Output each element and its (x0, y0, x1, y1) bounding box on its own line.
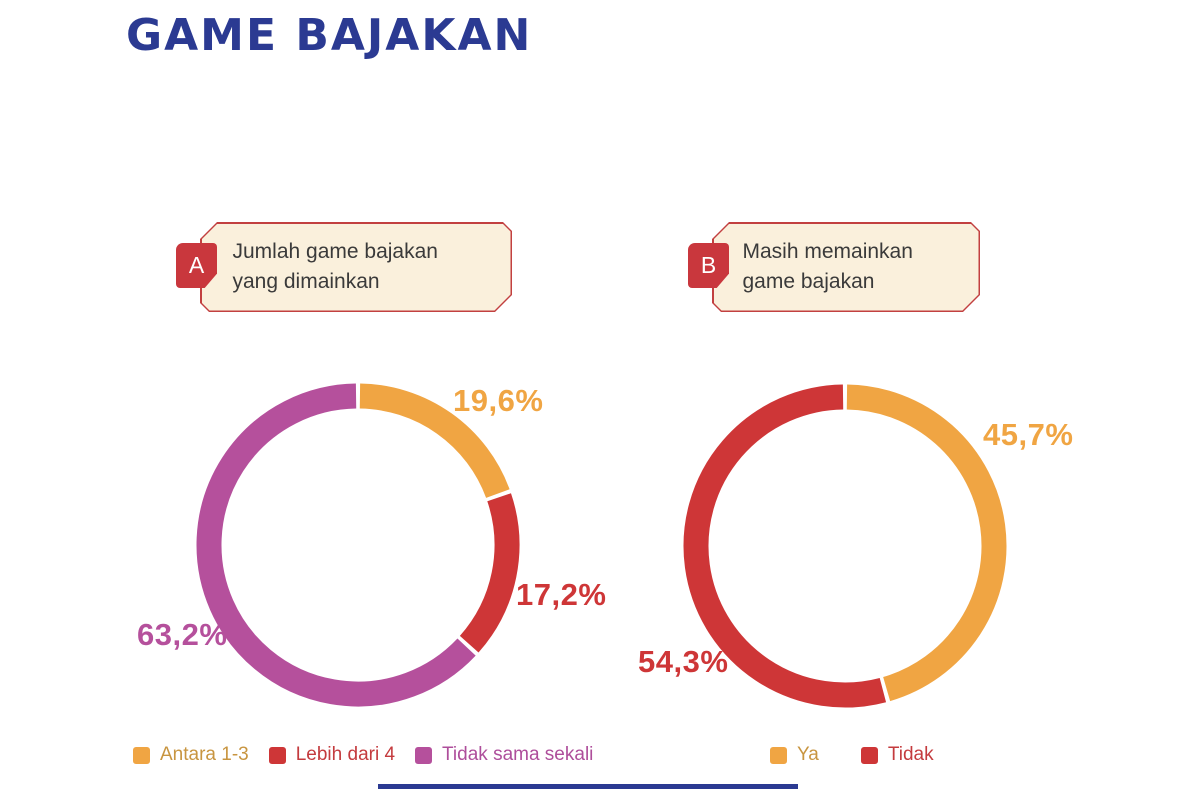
legend-label-tidak: Tidak (887, 744, 934, 765)
legend-chart-a: Antara 1-3 Lebih dari 4 Tidak sama sekal… (133, 744, 593, 766)
legend-swatch-tidak-sama-sekali (415, 746, 433, 764)
chart-a-value-lebih: 17,2% (516, 577, 607, 612)
legend-swatch-antara (133, 746, 150, 764)
donut-segment-tidak-sama-sekali (196, 383, 476, 707)
legend-item-tidak-sama-sekali: Tidak sama sekali (415, 744, 593, 766)
legend-swatch-ya (770, 746, 787, 764)
legend-label-ya: Ya (797, 744, 819, 765)
card-a-line1: Jumlah game bajakan (232, 240, 438, 263)
donut-segment-antara-1-3 (359, 383, 510, 499)
callout-card-b-inner: Masih memainkan game bajakan (714, 224, 979, 311)
legend-swatch-tidak (860, 746, 878, 764)
callout-card-a: Jumlah game bajakan yang dimainkan (200, 222, 512, 312)
legend-swatch-lebih (268, 746, 286, 764)
legend-item-lebih: Lebih dari 4 (268, 744, 396, 766)
donut-chart-a (196, 383, 520, 707)
donut-segment-lebih-dari-4 (459, 493, 520, 653)
card-b-line2: game bajakan (742, 270, 875, 293)
callout-card-a-inner: Jumlah game bajakan yang dimainkan (202, 224, 511, 311)
legend-label-lebih: Lebih dari 4 (295, 744, 396, 765)
footer-accent-bar (378, 784, 798, 789)
donut-segment-ya (846, 384, 1007, 702)
callout-card-b: Masih memainkan game bajakan (712, 222, 980, 312)
legend-item-antara: Antara 1-3 (133, 744, 249, 766)
legend-label-tidak-sama-sekali: Tidak sama sekali (442, 744, 594, 765)
chart-a-value-antara: 19,6% (453, 383, 544, 418)
chart-a-value-tidak: 63,2% (137, 617, 228, 652)
legend-item-ya: Ya (770, 744, 819, 766)
donut-segment-tidak (683, 384, 887, 708)
badge-a: A (176, 243, 217, 288)
page-title: GAME BAJAKAN (126, 10, 533, 61)
legend-item-tidak: Tidak (860, 744, 934, 766)
legend-chart-b: Ya Tidak (770, 744, 934, 766)
card-b-line1: Masih memainkan (742, 240, 913, 263)
chart-b-value-ya: 45,7% (983, 417, 1074, 452)
card-a-line2: yang dimainkan (232, 270, 380, 293)
chart-b-value-tidak: 54,3% (638, 644, 729, 679)
donut-chart-b (683, 384, 1007, 708)
badge-b: B (688, 243, 729, 288)
legend-label-antara: Antara 1-3 (160, 744, 249, 765)
